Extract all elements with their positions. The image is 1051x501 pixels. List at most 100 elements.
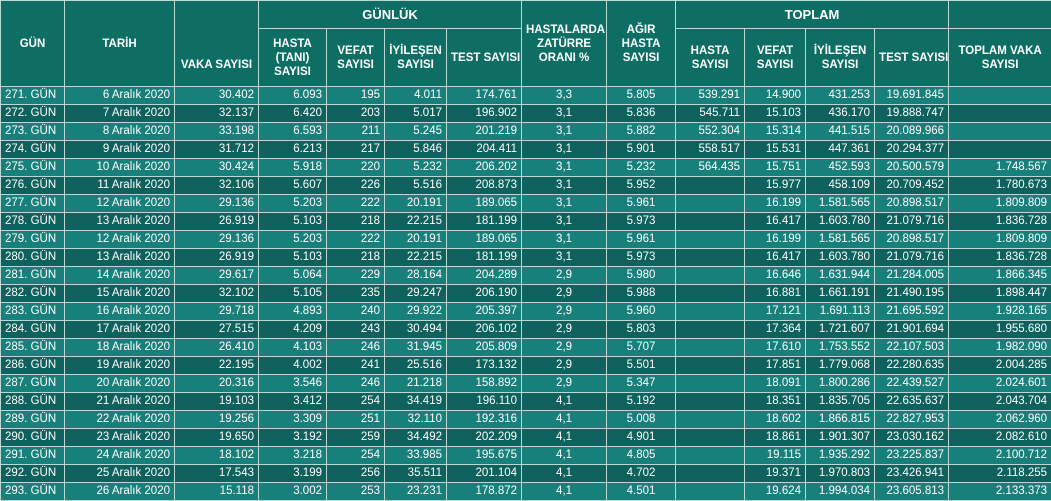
cell-vefat: 235: [327, 285, 385, 303]
cell-toplam-test: 23.426.941: [875, 465, 949, 483]
cell-iyilesen: 25.516: [385, 357, 447, 375]
cell-vaka: 29.617: [175, 267, 259, 285]
cell-toplam-vaka: 2.004.285: [949, 357, 1051, 375]
cell-toplam-vefat: 18.602: [745, 411, 806, 429]
cell-hasta: 6.213: [259, 141, 327, 159]
cell-iyilesen: 22.215: [385, 213, 447, 231]
cell-tarih: 23 Aralık 2020: [65, 429, 175, 447]
cell-toplam-test: 20.898.517: [875, 195, 949, 213]
cell-toplam-hasta: [676, 303, 745, 321]
cell-gun: 280. GÜN: [1, 249, 65, 267]
cell-agir: 5.961: [607, 195, 676, 213]
cell-toplam-vefat: 17.851: [745, 357, 806, 375]
header-toplam-group: TOPLAM: [676, 1, 949, 29]
cell-toplam-iyilesen: 441.515: [806, 123, 875, 141]
cell-tarih: 25 Aralık 2020: [65, 465, 175, 483]
cell-toplam-hasta: 545.711: [676, 105, 745, 123]
cell-vefat: 254: [327, 447, 385, 465]
cell-tarih: 24 Aralık 2020: [65, 447, 175, 465]
cell-test: 201.219: [447, 123, 522, 141]
cell-toplam-vaka: 2.043.704: [949, 393, 1051, 411]
cell-vaka: 27.515: [175, 321, 259, 339]
cell-zaturre: 2,9: [522, 285, 607, 303]
cell-toplam-test: 21.490.195: [875, 285, 949, 303]
cell-toplam-iyilesen: 452.593: [806, 159, 875, 177]
cell-hasta: 3.412: [259, 393, 327, 411]
header-blank: [949, 1, 1051, 29]
cell-toplam-vaka: 1.898.447: [949, 285, 1051, 303]
cell-tarih: 6 Aralık 2020: [65, 87, 175, 105]
cell-tarih: 14 Aralık 2020: [65, 267, 175, 285]
cell-vaka: 29.136: [175, 195, 259, 213]
cell-iyilesen: 20.191: [385, 231, 447, 249]
cell-iyilesen: 28.164: [385, 267, 447, 285]
cell-toplam-test: 19.691.845: [875, 87, 949, 105]
cell-toplam-vaka: [949, 123, 1051, 141]
cell-vefat: 254: [327, 393, 385, 411]
cell-toplam-iyilesen: 1.835.705: [806, 393, 875, 411]
cell-toplam-test: 21.901.694: [875, 321, 949, 339]
cell-toplam-test: 21.284.005: [875, 267, 949, 285]
cell-vefat: 240: [327, 303, 385, 321]
cell-iyilesen: 5.245: [385, 123, 447, 141]
cell-agir: 5.803: [607, 321, 676, 339]
cell-toplam-hasta: 558.517: [676, 141, 745, 159]
cell-toplam-test: 21.079.716: [875, 249, 949, 267]
cell-agir: 4.805: [607, 447, 676, 465]
cell-toplam-test: 20.294.377: [875, 141, 949, 159]
header-gunluk-test: TEST SAYISI: [447, 29, 522, 87]
cell-toplam-hasta: 564.435: [676, 159, 745, 177]
cell-vaka: 32.137: [175, 105, 259, 123]
cell-toplam-hasta: [676, 285, 745, 303]
cell-vefat: 195: [327, 87, 385, 105]
cell-toplam-vefat: 14.900: [745, 87, 806, 105]
cell-hasta: 5.203: [259, 231, 327, 249]
cell-toplam-vaka: [949, 87, 1051, 105]
cell-zaturre: 3,1: [522, 159, 607, 177]
cell-toplam-vefat: 15.103: [745, 105, 806, 123]
cell-vefat: 241: [327, 357, 385, 375]
cell-iyilesen: 22.215: [385, 249, 447, 267]
cell-zaturre: 2,9: [522, 321, 607, 339]
cell-hasta: 5.607: [259, 177, 327, 195]
cell-gun: 278. GÜN: [1, 213, 65, 231]
cell-test: 202.209: [447, 429, 522, 447]
cell-vefat: 256: [327, 465, 385, 483]
cell-vaka: 29.718: [175, 303, 259, 321]
cell-iyilesen: 30.494: [385, 321, 447, 339]
cell-toplam-vefat: 18.861: [745, 429, 806, 447]
cell-hasta: 3.218: [259, 447, 327, 465]
cell-hasta: 5.103: [259, 213, 327, 231]
cell-iyilesen: 34.492: [385, 429, 447, 447]
cell-gun: 284. GÜN: [1, 321, 65, 339]
cell-test: 173.132: [447, 357, 522, 375]
cell-tarih: 13 Aralık 2020: [65, 213, 175, 231]
cell-toplam-iyilesen: 1.603.780: [806, 249, 875, 267]
cell-zaturre: 4,1: [522, 429, 607, 447]
cell-agir: 5.961: [607, 231, 676, 249]
cell-toplam-vaka: 2.082.610: [949, 429, 1051, 447]
cell-vaka: 26.410: [175, 339, 259, 357]
cell-zaturre: 3,1: [522, 195, 607, 213]
cell-toplam-test: 22.439.527: [875, 375, 949, 393]
cell-zaturre: 3,1: [522, 213, 607, 231]
cell-toplam-vaka: 2.062.960: [949, 411, 1051, 429]
cell-agir: 5.901: [607, 141, 676, 159]
cell-test: 205.397: [447, 303, 522, 321]
cell-toplam-iyilesen: 1.901.307: [806, 429, 875, 447]
cell-toplam-hasta: 552.304: [676, 123, 745, 141]
cell-toplam-test: 20.709.452: [875, 177, 949, 195]
cell-test: 206.202: [447, 159, 522, 177]
cell-hasta: 4.209: [259, 321, 327, 339]
cell-tarih: 16 Aralık 2020: [65, 303, 175, 321]
cell-toplam-vaka: 2.024.601: [949, 375, 1051, 393]
cell-vefat: 218: [327, 249, 385, 267]
cell-toplam-vaka: 1.748.567: [949, 159, 1051, 177]
cell-toplam-vaka: 1.955.680: [949, 321, 1051, 339]
cell-toplam-iyilesen: 431.253: [806, 87, 875, 105]
